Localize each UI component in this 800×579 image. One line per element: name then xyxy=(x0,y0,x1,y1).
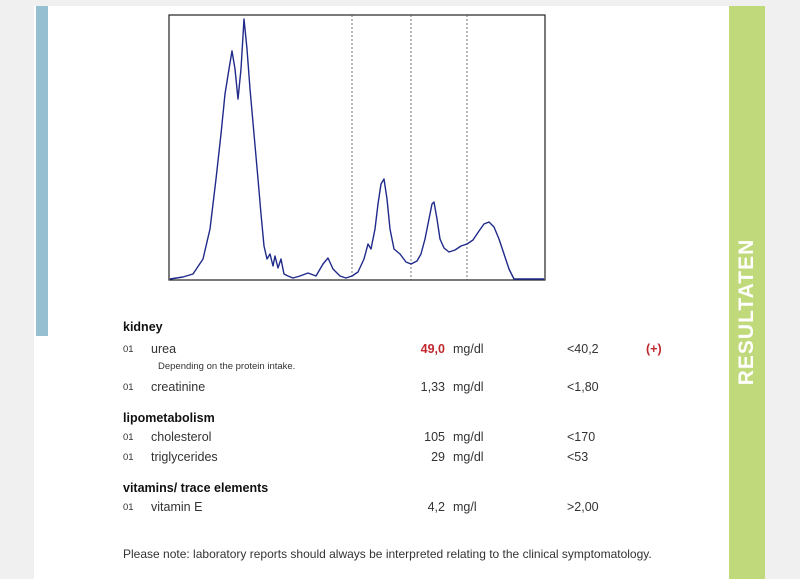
side-label: RESULTATEN xyxy=(735,238,758,386)
row-name: creatinine xyxy=(151,380,206,394)
row-value: 29 xyxy=(431,450,445,464)
right-accent-bar xyxy=(729,6,765,579)
section-title-vitamins: vitamins/ trace elements xyxy=(123,481,269,495)
table-row: 01 vitamin E 4,2 mg/l >2,00 xyxy=(0,500,729,518)
row-code: 01 xyxy=(123,344,134,355)
row-name: triglycerides xyxy=(151,450,218,464)
report-page xyxy=(34,6,765,579)
electrophoresis-curve xyxy=(169,18,544,280)
row-unit: mg/l xyxy=(453,500,477,514)
row-code: 01 xyxy=(123,432,134,443)
row-unit: mg/dl xyxy=(453,342,484,356)
row-name: cholesterol xyxy=(151,430,212,444)
row-code: 01 xyxy=(123,382,134,393)
row-reference: <40,2 xyxy=(567,342,599,356)
row-unit: mg/dl xyxy=(453,380,484,394)
section-title-kidney: kidney xyxy=(123,320,163,334)
row-value: 49,0 xyxy=(420,342,445,356)
section-title-lipometabolism: lipometabolism xyxy=(123,411,215,425)
row-code: 01 xyxy=(123,452,134,463)
row-code: 01 xyxy=(123,502,134,513)
footer-note: Please note: laboratory reports should a… xyxy=(123,547,652,561)
left-accent-bar xyxy=(36,6,48,336)
table-row: 01 triglycerides 29 mg/dl <53 xyxy=(0,450,729,468)
table-row: 01 cholesterol 105 mg/dl <170 xyxy=(0,430,729,448)
row-name: vitamin E xyxy=(151,500,203,514)
electrophoresis-chart xyxy=(168,14,546,281)
chart-frame xyxy=(168,14,546,281)
row-value: 1,33 xyxy=(420,380,445,394)
row-note: Depending on the protein intake. xyxy=(158,361,296,372)
row-reference: <170 xyxy=(567,430,596,444)
table-row: 01 urea 49,0 mg/dl <40,2 (+) xyxy=(0,342,729,360)
row-name: urea xyxy=(151,342,177,356)
row-unit: mg/dl xyxy=(453,430,484,444)
table-row: 01 creatinine 1,33 mg/dl <1,80 xyxy=(0,380,729,398)
row-value: 4,2 xyxy=(427,500,445,514)
row-reference: <53 xyxy=(567,450,589,464)
row-reference: <1,80 xyxy=(567,380,599,394)
row-reference: >2,00 xyxy=(567,500,599,514)
row-unit: mg/dl xyxy=(453,450,484,464)
row-flag: (+) xyxy=(646,342,662,356)
row-value: 105 xyxy=(424,430,445,444)
